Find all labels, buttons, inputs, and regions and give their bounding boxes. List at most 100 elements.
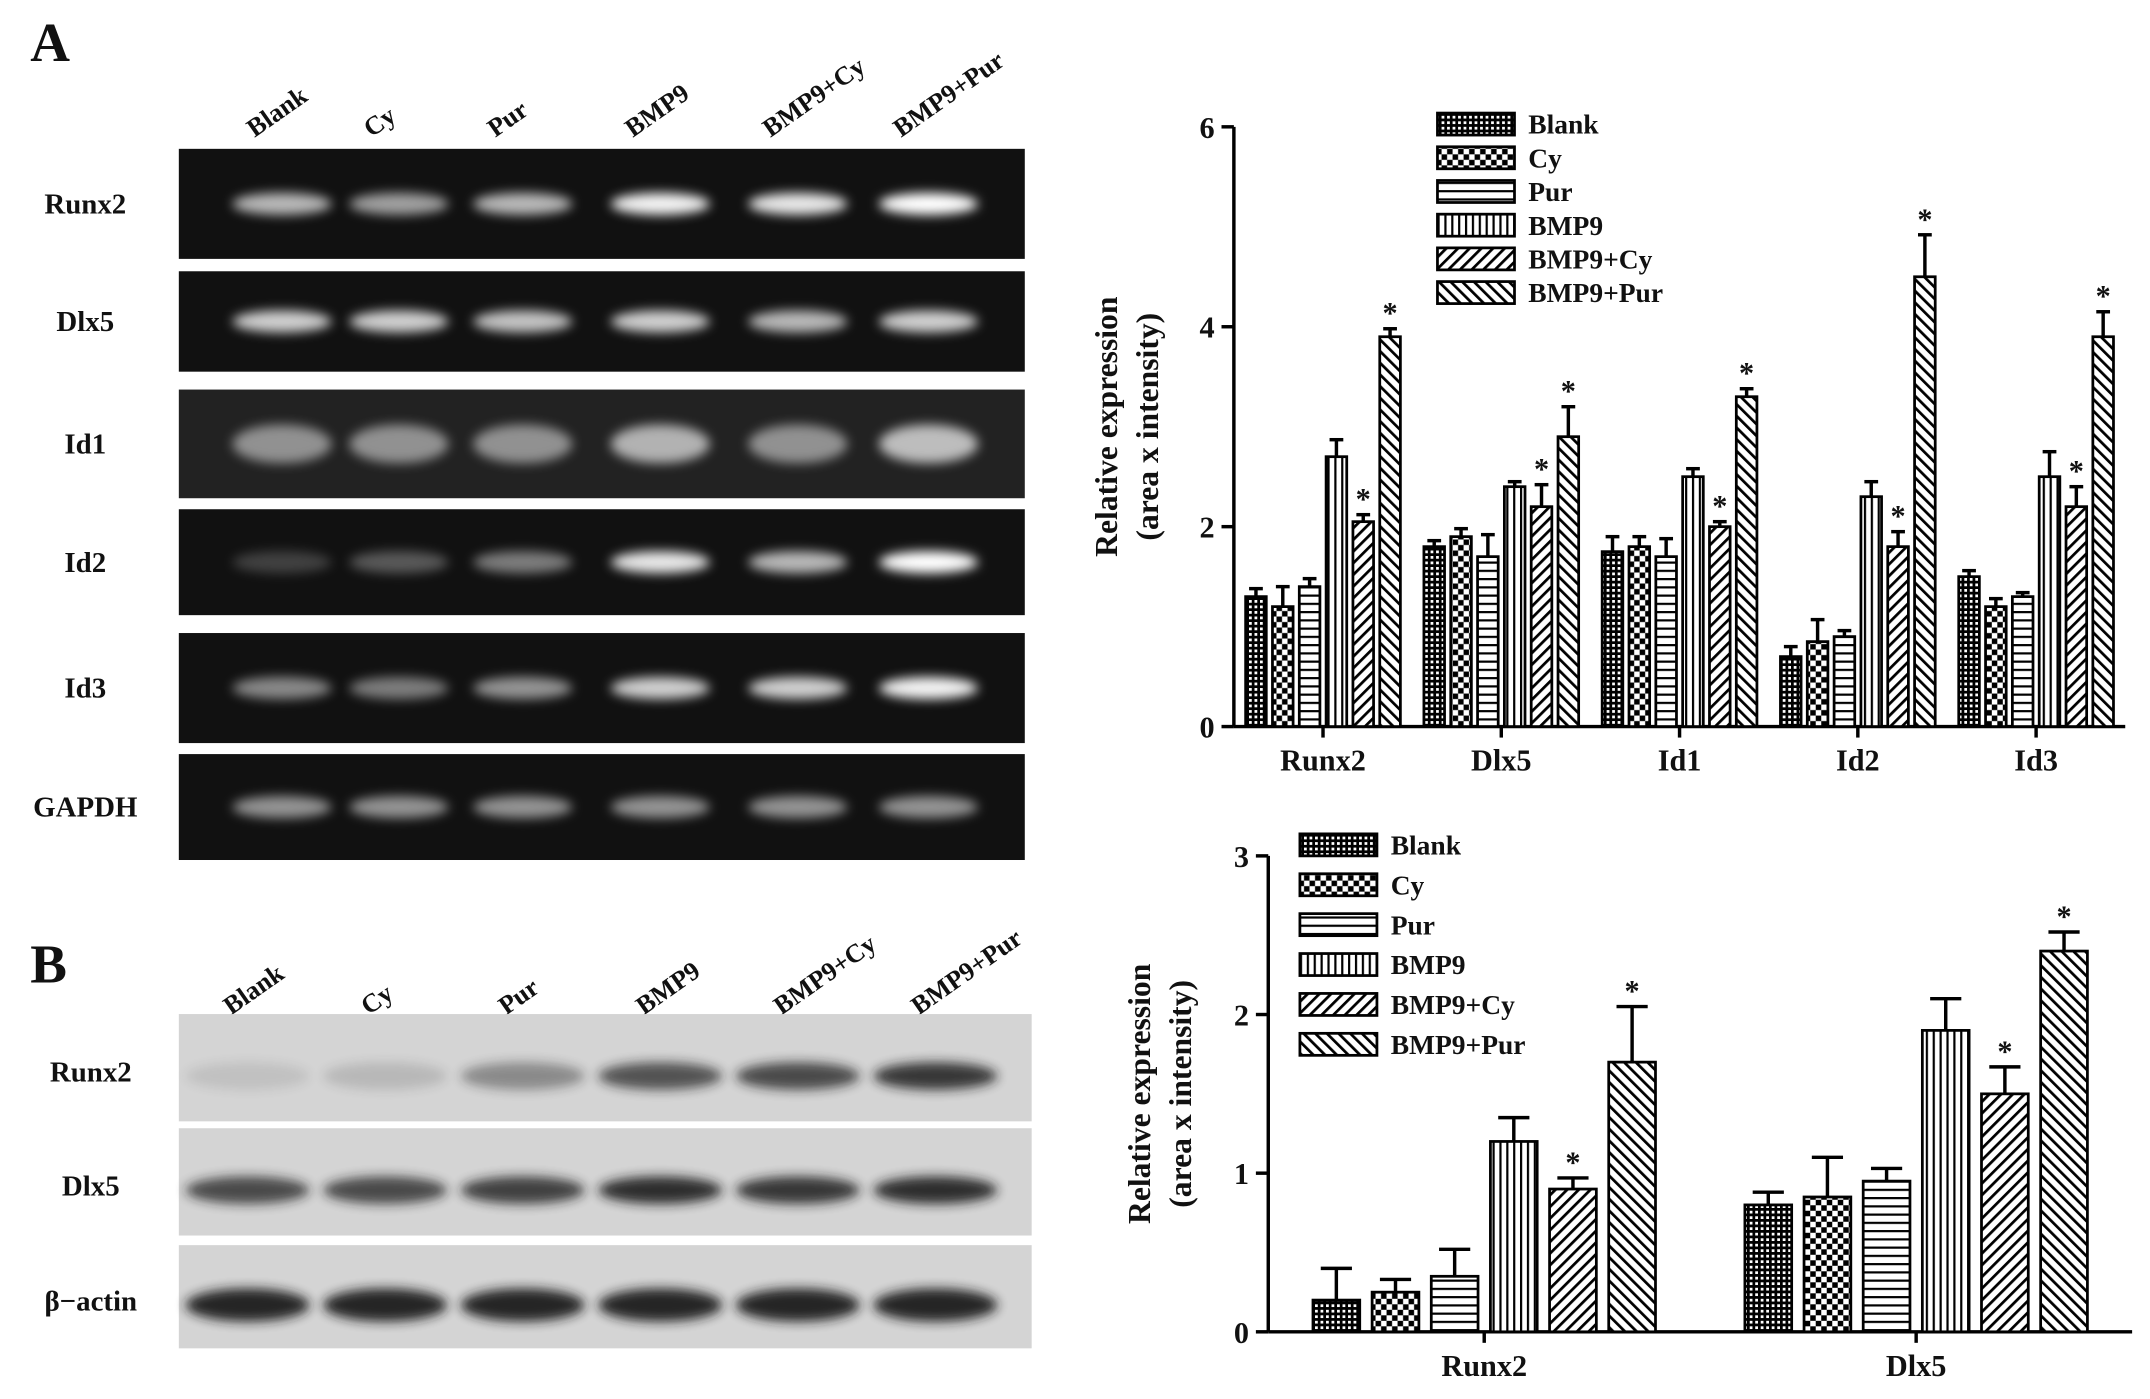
blot-band (598, 1288, 723, 1322)
legend-label: Blank (1391, 830, 1462, 861)
bar (1271, 605, 1295, 728)
bar (2037, 475, 2062, 728)
protein-label: β−actin (44, 1285, 137, 1317)
lane-label: Pur (482, 95, 533, 143)
gel-band (610, 424, 710, 464)
gel-band (232, 551, 332, 574)
lane-label: Pur (493, 972, 544, 1020)
bar (1708, 525, 1732, 728)
bar (1861, 1179, 1912, 1334)
y-tick-label: 3 (1234, 840, 1249, 874)
lane-label: BMP9 (620, 78, 695, 143)
legend-label: Cy (1528, 142, 1562, 173)
bar (1886, 545, 1910, 728)
legend-label: Pur (1528, 176, 1572, 207)
bar (1311, 1298, 1362, 1334)
gel-band (610, 551, 710, 574)
gel-band (349, 677, 449, 700)
significance-mark: * (1997, 1034, 2012, 1068)
bar (1378, 335, 1402, 728)
legend-label: Pur (1391, 909, 1435, 940)
bar (1743, 1203, 1794, 1334)
blot-band (598, 1176, 723, 1204)
significance-mark: * (1891, 499, 1906, 533)
bar (1351, 520, 1375, 728)
gel-band (349, 796, 449, 819)
bar (1681, 475, 1705, 728)
significance-mark: * (1739, 356, 1754, 390)
gel-band (748, 192, 848, 215)
gel-band (748, 424, 848, 464)
legend-swatch (1298, 952, 1379, 977)
gel-band (232, 424, 332, 464)
gel-band (748, 677, 848, 700)
gene-label: Id3 (64, 673, 106, 705)
blot-band (598, 1062, 723, 1090)
significance-mark: * (1565, 1145, 1580, 1179)
significance-mark: * (2069, 454, 2084, 488)
blot-band (873, 1176, 998, 1204)
gel-band (473, 310, 573, 333)
gel-band (610, 310, 710, 333)
bar (1503, 485, 1527, 728)
gel-band (748, 796, 848, 819)
bar (1244, 595, 1268, 728)
significance-mark: * (1534, 452, 1549, 486)
bar (1984, 605, 2008, 728)
x-tick-label: Runx2 (1441, 1349, 1527, 1383)
gene-label: Id1 (64, 429, 106, 461)
gel-band (610, 677, 710, 700)
bar (1370, 1290, 1421, 1334)
significance-mark: * (2056, 900, 2071, 934)
blot-band (323, 1288, 448, 1322)
significance-mark: * (2096, 279, 2111, 313)
legend-swatch (1298, 1031, 1379, 1057)
gene-label: GAPDH (33, 792, 137, 824)
gel-band (232, 677, 332, 700)
x-tick-label: Id1 (1658, 744, 1702, 778)
blot-band (185, 1288, 310, 1322)
bar (1920, 1029, 1971, 1334)
legend-label: BMP9+Cy (1391, 989, 1515, 1020)
blot-band (735, 1062, 860, 1090)
gel-band (878, 677, 979, 700)
bar (1600, 550, 1625, 728)
lane-label: BMP9 (631, 956, 706, 1021)
protein-label: Runx2 (50, 1056, 132, 1088)
legend-swatch (1436, 145, 1516, 171)
lane-label: Cy (358, 101, 401, 143)
gel-band (473, 677, 573, 700)
bar (1422, 545, 1446, 728)
bar (1476, 555, 1500, 728)
legend-swatch (1298, 832, 1379, 858)
legend-swatch (1436, 280, 1516, 305)
bar (1802, 1195, 1853, 1334)
bar (1957, 575, 1981, 728)
bar (2091, 335, 2115, 728)
x-tick-label: Id3 (2014, 744, 2058, 778)
bar (1429, 1274, 1480, 1334)
blot-band (185, 1062, 310, 1090)
y-tick-label: 0 (1199, 711, 1214, 745)
gel-band (878, 310, 979, 333)
legend-label: BMP9+Pur (1528, 277, 1663, 308)
lane-label: Blank (218, 958, 290, 1020)
gel-band (610, 796, 710, 819)
y-axis-label: Relative expression (1122, 963, 1157, 1224)
lane-label: Blank (241, 80, 313, 142)
gel-band (349, 551, 449, 574)
bar (1913, 275, 1937, 728)
gel-band (878, 796, 979, 819)
gel-band (232, 796, 332, 819)
y-tick-label: 2 (1199, 511, 1214, 545)
gel-band (349, 310, 449, 333)
gel-band (878, 551, 979, 574)
legend-swatch (1436, 179, 1516, 204)
y-axis-label: Relative expression (1089, 296, 1124, 557)
blot-band (460, 1062, 585, 1090)
blot-band (323, 1176, 448, 1204)
gel-band (349, 424, 449, 464)
bar (1627, 545, 1652, 728)
x-tick-label: Dlx5 (1886, 1349, 1946, 1383)
